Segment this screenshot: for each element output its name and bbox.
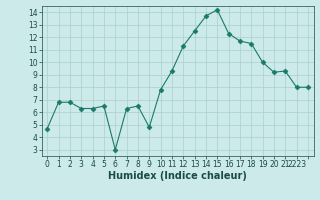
X-axis label: Humidex (Indice chaleur): Humidex (Indice chaleur) bbox=[108, 171, 247, 181]
